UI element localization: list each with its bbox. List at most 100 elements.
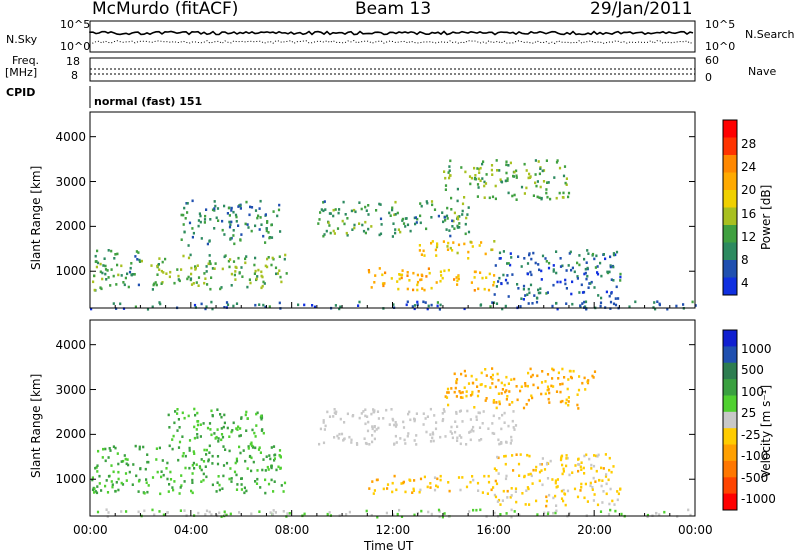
heatmap-cell	[216, 428, 219, 431]
heatmap-cell	[436, 304, 439, 308]
velocity-heatmap-cells	[91, 367, 692, 519]
heatmap-cell	[455, 380, 458, 383]
heatmap-cell	[486, 492, 489, 495]
heatmap-cell	[228, 225, 232, 229]
heatmap-cell	[540, 269, 543, 273]
heatmap-cell	[473, 166, 476, 170]
heatmap-cell	[551, 367, 554, 371]
heatmap-cell	[253, 431, 256, 435]
heatmap-cell	[235, 488, 239, 491]
heatmap-cell	[376, 410, 380, 413]
heatmap-cell	[506, 177, 509, 180]
heatmap-cell	[332, 415, 335, 418]
heatmap-cell	[208, 510, 211, 514]
heatmap-cell	[500, 282, 503, 286]
colorbar-swatch	[723, 411, 737, 429]
heatmap-cell	[177, 274, 180, 278]
heatmap-cell	[130, 273, 133, 277]
heatmap-cell	[197, 276, 201, 279]
heatmap-cell	[391, 206, 394, 210]
heatmap-cell	[397, 287, 400, 291]
heatmap-cell	[311, 304, 314, 307]
heatmap-cell	[477, 186, 480, 189]
heatmap-cell	[396, 211, 399, 215]
heatmap-cell	[228, 265, 231, 269]
heatmap-cell	[260, 270, 263, 274]
heatmap-cell	[158, 446, 161, 450]
heatmap-cell	[172, 488, 175, 492]
heatmap-cell	[231, 429, 234, 432]
heatmap-cell	[209, 287, 212, 291]
heatmap-cell	[507, 262, 510, 265]
heatmap-cell	[442, 418, 445, 421]
heatmap-cell	[166, 511, 169, 514]
heatmap-cell	[177, 446, 181, 449]
heatmap-cell	[593, 257, 596, 261]
heatmap-cell	[205, 208, 208, 211]
heatmap-cell	[94, 466, 97, 470]
heatmap-cell	[166, 461, 169, 465]
heatmap-cell	[195, 463, 198, 466]
heatmap-cell	[442, 408, 445, 411]
heatmap-cell	[493, 293, 496, 296]
heatmap-cell	[510, 508, 513, 512]
heatmap-cell	[392, 303, 395, 306]
heatmap-cell	[582, 466, 585, 470]
heatmap-cell	[455, 410, 458, 414]
heatmap-cell	[239, 238, 242, 241]
heatmap-cell	[521, 492, 524, 495]
heatmap-cell	[455, 381, 458, 385]
heatmap-cell	[393, 423, 396, 427]
heatmap-cell	[364, 231, 367, 235]
heatmap-cell	[694, 304, 697, 307]
heatmap-cell	[188, 221, 192, 225]
heatmap-cell	[267, 256, 270, 259]
heatmap-cell	[368, 443, 371, 446]
heatmap-cell	[223, 306, 226, 309]
heatmap-cell	[222, 464, 226, 467]
heatmap-cell	[557, 371, 560, 375]
heatmap-cell	[157, 263, 160, 266]
heatmap-cell	[446, 206, 449, 210]
heatmap-cell	[522, 406, 526, 410]
heatmap-cell	[211, 208, 215, 212]
heatmap-cell	[612, 279, 615, 282]
heatmap-cell	[271, 512, 274, 516]
heatmap-cell	[569, 250, 572, 254]
heatmap-cell	[595, 454, 598, 458]
heatmap-cell	[563, 492, 566, 495]
heatmap-cell	[508, 403, 511, 406]
heatmap-cell	[445, 214, 449, 218]
heatmap-cell	[327, 221, 330, 224]
heatmap-cell	[473, 177, 476, 181]
heatmap-cell	[454, 430, 457, 434]
heatmap-cell	[190, 489, 193, 493]
heatmap-cell	[351, 228, 354, 231]
heatmap-cell	[378, 202, 381, 206]
heatmap-cell	[262, 458, 265, 461]
heatmap-cell	[408, 279, 411, 282]
heatmap-cell	[394, 213, 397, 216]
heatmap-cell	[361, 223, 364, 227]
heatmap-cell	[235, 473, 238, 477]
heatmap-cell	[406, 223, 410, 227]
heatmap-cell	[135, 250, 138, 253]
heatmap-cell	[456, 199, 459, 203]
heatmap-cell	[416, 303, 419, 306]
heatmap-cell	[168, 444, 171, 448]
heatmap-cell	[415, 443, 418, 446]
heatmap-cell	[682, 303, 685, 306]
heatmap-cell	[191, 199, 194, 203]
heatmap-cell	[444, 184, 448, 187]
heatmap-cell	[202, 422, 205, 425]
heatmap-cell	[268, 305, 271, 308]
heatmap-cell	[614, 509, 617, 513]
heatmap-cell	[392, 222, 395, 225]
heatmap-cell	[105, 278, 108, 281]
heatmap-cell	[453, 372, 456, 376]
heatmap-cell	[612, 253, 616, 257]
heatmap-cell	[168, 426, 171, 429]
heatmap-cell	[561, 382, 564, 386]
heatmap-cell	[505, 389, 508, 392]
heatmap-cell	[561, 463, 564, 467]
